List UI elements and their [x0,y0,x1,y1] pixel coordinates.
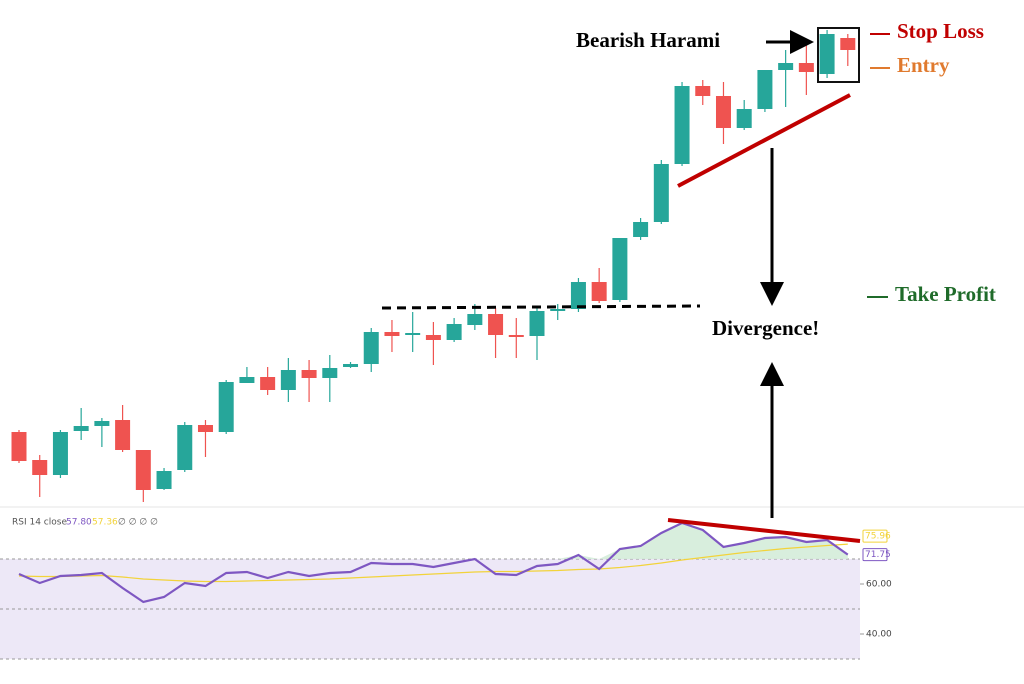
candle-body [260,377,276,390]
candle-body [115,420,131,450]
y-tick-label: 40.00 [866,630,892,640]
rsi-trend-line [667,518,861,543]
rsi-placeholders: ∅ ∅ ∅ ∅ [118,518,158,528]
take-profit-label: Take Profit [895,282,996,306]
trend-line [677,93,851,188]
end-label-box [862,548,888,562]
rsi-title: RSI 14 close [12,518,67,528]
pattern-box [817,27,860,83]
candle-body [612,238,628,300]
candle-body [197,425,213,432]
candle-body [218,382,234,432]
resistance-line [381,304,701,310]
divergence-label: Divergence! [712,316,819,340]
rsi-lines: 75.96 71.75 [18,521,891,604]
candle-body [73,426,89,431]
candle-body [467,314,483,325]
entry-label: Entry [897,53,950,77]
y-tick-label: 60.00 [866,580,892,590]
candle-body [570,282,586,309]
candle-body [322,368,338,378]
price-panel [11,30,856,502]
candle-body [94,421,110,426]
candle-body [425,335,441,340]
candle-body [135,450,151,490]
candle-body [301,370,317,378]
candle-body [819,34,835,74]
candle-body [384,332,400,336]
candle-body [674,86,690,164]
candle-body [736,109,752,128]
end-label: 71.75 [865,550,891,560]
candle-body [446,324,462,340]
candle-body [343,364,359,367]
candle-body [798,63,814,72]
ma-legend-value: 57.36 [92,518,118,528]
candle-body [32,460,48,475]
candle-body [633,222,649,237]
candle-body [840,38,856,50]
candle-body [550,309,566,311]
candle-body [653,164,669,222]
overbought-fill [19,523,848,559]
candle-body [488,314,504,335]
end-label: 75.96 [865,532,891,542]
candle-body [52,432,68,475]
candle-body [529,311,545,336]
rsi-line [18,521,849,604]
candle-body [280,370,296,390]
ma-line [18,543,848,583]
candle-body [591,282,607,301]
pattern-label: Bearish Harami [576,28,720,52]
candle-body [508,335,524,337]
end-label-box [862,529,888,543]
candle-body [177,425,193,470]
candle-body [156,471,172,489]
rsi-panel: 60.00 40.00 [0,506,1024,660]
rsi-legend-value: 57.80 [66,518,92,528]
candle-body [363,332,379,364]
candle-body [695,86,711,96]
candle-body [11,432,27,461]
candle-body [239,377,255,383]
candle-body [778,63,794,70]
candle-body [405,333,421,335]
candle-body [757,70,773,109]
candle-body [715,96,731,128]
stop-loss-label: Stop Loss [897,19,984,43]
